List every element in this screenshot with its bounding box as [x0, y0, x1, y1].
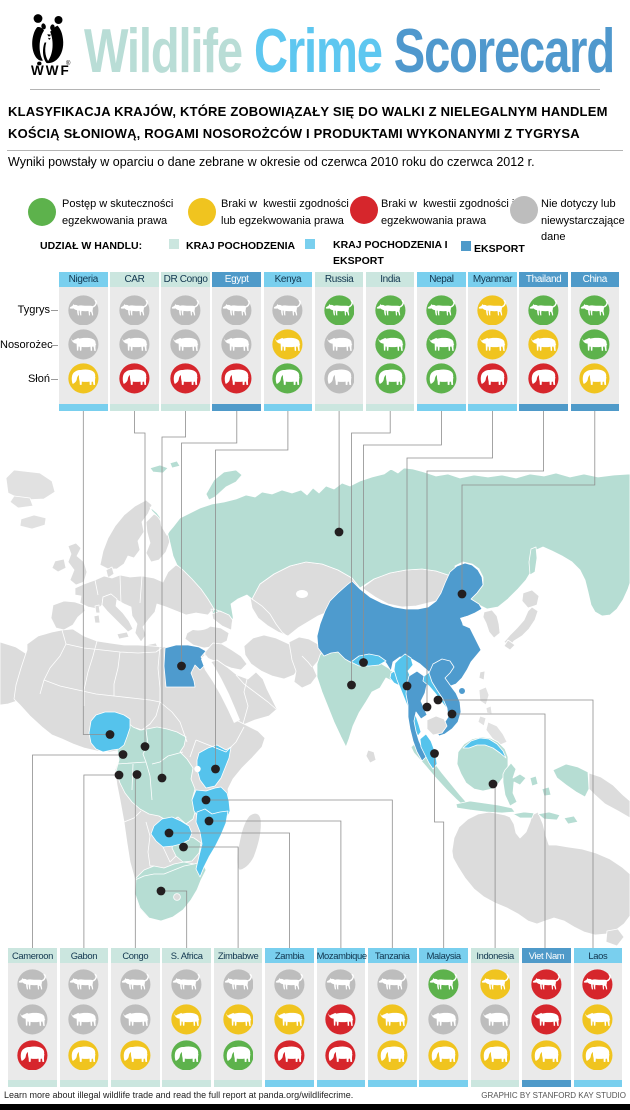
svg-text:WWF: WWF	[31, 63, 71, 78]
svg-text:®: ®	[66, 60, 71, 67]
